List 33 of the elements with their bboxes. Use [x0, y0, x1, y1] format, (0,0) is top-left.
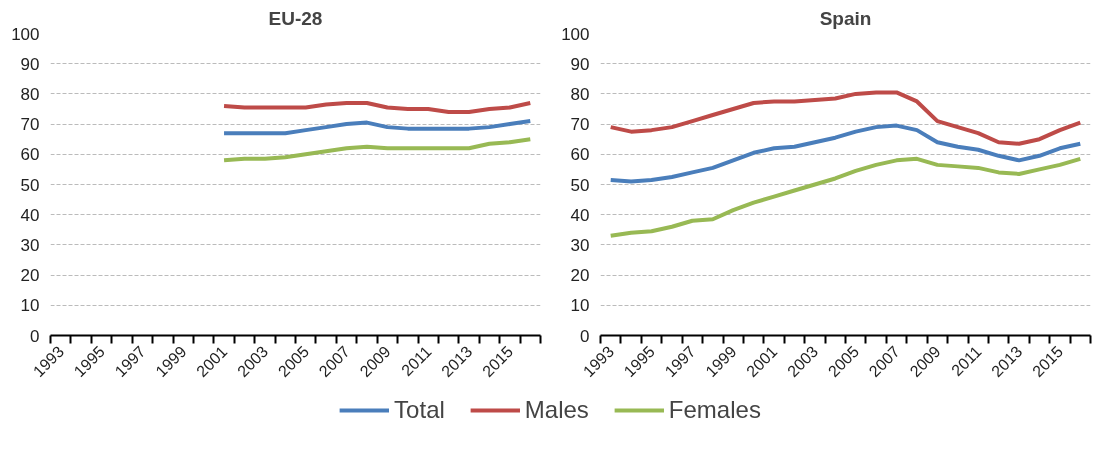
y-tick-label: 30: [570, 235, 590, 255]
y-tick-label: 40: [20, 205, 40, 225]
legend-label: Females: [668, 396, 761, 424]
y-tick-label: 40: [570, 205, 590, 225]
y-tick-label: 90: [570, 54, 590, 74]
y-tick-label: 30: [20, 235, 40, 255]
line-series: [222, 100, 533, 115]
legend-label: Total: [394, 396, 445, 424]
y-tick-label: 0: [580, 326, 590, 346]
legend-label: Males: [524, 396, 589, 424]
y-tick-label: 80: [20, 84, 40, 104]
y-tick-label: 60: [20, 145, 40, 165]
chart-title: Spain: [819, 7, 872, 29]
y-tick-label: 80: [570, 84, 590, 104]
y-tick-label: 100: [561, 24, 590, 44]
y-tick-label: 50: [570, 175, 590, 195]
y-tick-label: 60: [570, 145, 590, 165]
y-tick-label: 70: [20, 115, 40, 135]
y-tick-label: 100: [11, 24, 40, 44]
line-series: [222, 119, 533, 136]
y-tick-label: 0: [30, 326, 40, 346]
y-tick-label: 90: [20, 54, 40, 74]
y-tick-label: 10: [20, 296, 40, 316]
line-series: [222, 137, 533, 163]
y-tick-label: 20: [20, 266, 40, 286]
y-tick-label: 70: [570, 115, 590, 135]
y-tick-label: 50: [20, 175, 40, 195]
y-tick-label: 20: [570, 266, 590, 286]
y-tick-label: 10: [570, 296, 590, 316]
line-series: [608, 90, 1083, 146]
chart-title: EU-28: [268, 7, 323, 29]
line-series: [608, 156, 1083, 238]
line-series: [608, 123, 1083, 184]
